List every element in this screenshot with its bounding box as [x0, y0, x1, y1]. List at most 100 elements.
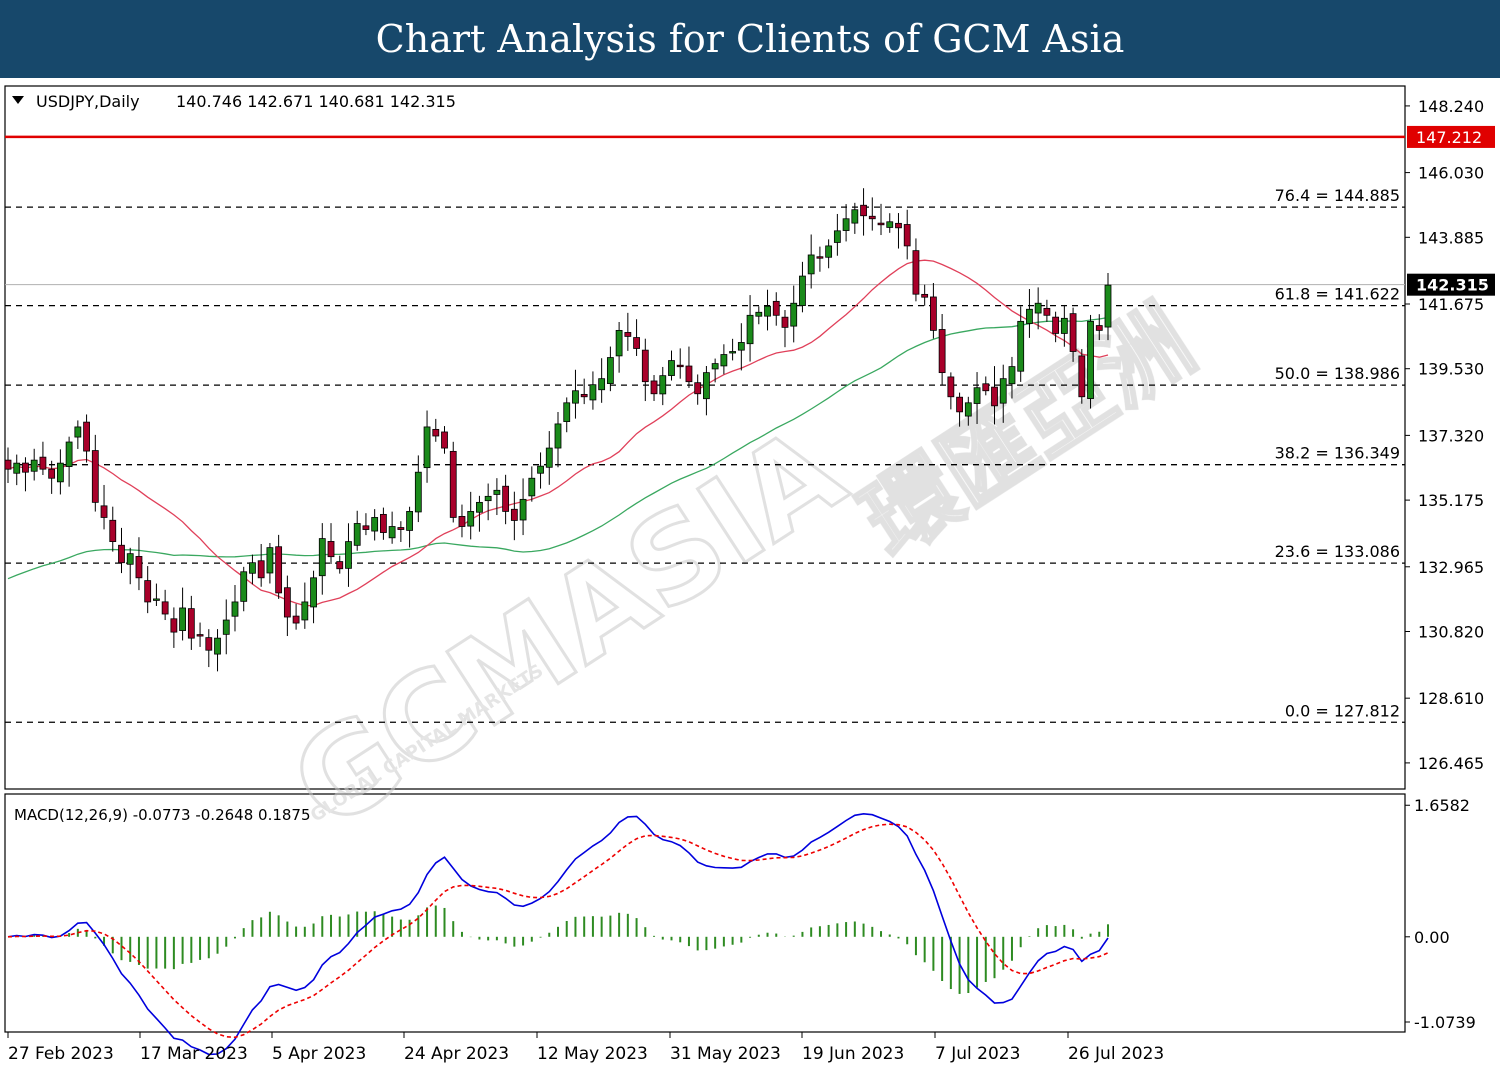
- price-tick-label: 128.610: [1418, 689, 1484, 708]
- price-tick-label: 130.820: [1418, 623, 1484, 642]
- bear-candle: [694, 382, 702, 395]
- bear-candle: [135, 556, 143, 579]
- price-tick-label: 139.530: [1418, 360, 1484, 379]
- bear-candle: [921, 293, 929, 298]
- bear-candle: [580, 393, 588, 398]
- bull-candle: [964, 402, 972, 417]
- macd-tick-label: 1.6582: [1414, 796, 1470, 815]
- price-tick-label: 135.175: [1418, 491, 1484, 510]
- bear-candle: [956, 396, 963, 413]
- bull-candle: [833, 230, 841, 243]
- bull-candle: [999, 378, 1007, 404]
- fib-level-label: 23.6 = 133.086: [1275, 542, 1400, 561]
- bull-candle: [1017, 320, 1025, 372]
- bear-candle: [1052, 316, 1060, 334]
- date-tick-label: 31 May 2023: [670, 1044, 781, 1064]
- bear-candle: [633, 337, 640, 349]
- signal-line: [7, 823, 1109, 1039]
- bull-candle: [249, 562, 256, 574]
- bear-candle: [868, 215, 876, 220]
- macd-tick-label: 0.00: [1414, 928, 1450, 947]
- price-panel: [4, 85, 1406, 790]
- price-tick-label: 137.320: [1418, 426, 1484, 445]
- bear-candle: [379, 513, 387, 533]
- bull-candle: [537, 465, 544, 474]
- bull-candle: [589, 384, 597, 401]
- bull-candle: [720, 354, 728, 367]
- bull-candle: [301, 601, 309, 621]
- fib-level-label: 50.0 = 138.986: [1275, 364, 1400, 383]
- bear-candle: [283, 587, 291, 618]
- bull-candle: [799, 275, 806, 306]
- bear-candle: [48, 468, 56, 479]
- bull-candle: [519, 498, 527, 521]
- bear-candle: [275, 546, 283, 594]
- usdjpy-chart: GCMASIA 環匯亞洲 GLOBAL CAPITAL MARKETS 76.4…: [0, 78, 1500, 1071]
- bull-candle: [74, 426, 82, 438]
- collapse-triangle-icon[interactable]: [12, 96, 24, 104]
- bear-candle: [336, 561, 344, 570]
- bear-candle: [772, 300, 780, 316]
- bull-candle: [563, 402, 571, 422]
- bull-candle: [851, 209, 859, 224]
- bear-candle: [109, 519, 117, 542]
- fib-level-label: 0.0 = 127.812: [1285, 701, 1400, 720]
- bull-candle: [1008, 366, 1016, 385]
- bear-candle: [938, 329, 946, 374]
- bear-candle: [187, 608, 195, 639]
- macd-tick-label: -1.0739: [1414, 1013, 1476, 1032]
- date-tick-label: 24 Apr 2023: [404, 1044, 509, 1064]
- bull-candle: [659, 375, 667, 395]
- bear-candle: [327, 541, 335, 558]
- bear-candle: [170, 618, 178, 633]
- bear-candle: [441, 431, 448, 449]
- bear-candle: [362, 525, 370, 530]
- bull-candle: [737, 342, 745, 351]
- bear-candle: [510, 508, 518, 521]
- macd-panel: [4, 793, 1406, 1033]
- bull-candle: [528, 477, 536, 497]
- bull-candle: [615, 329, 623, 357]
- bull-candle: [30, 459, 38, 472]
- bull-candle: [545, 447, 553, 468]
- bear-candle: [83, 421, 90, 452]
- bull-candle: [353, 523, 361, 546]
- date-tick-label: 27 Feb 2023: [8, 1044, 114, 1064]
- bear-candle: [91, 450, 99, 503]
- bull-candle: [240, 571, 248, 602]
- bear-candle: [39, 456, 47, 470]
- macd-label: MACD(12,26,9) -0.0773 -0.2648 0.1875: [14, 806, 311, 824]
- price-tick-label: 141.675: [1418, 295, 1484, 314]
- bull-candle: [222, 619, 230, 635]
- date-tick-label: 5 Apr 2023: [272, 1044, 366, 1064]
- bull-candle: [153, 598, 160, 601]
- date-tick-label: 12 May 2023: [537, 1044, 648, 1064]
- bull-candle: [13, 462, 21, 474]
- bull-candle: [406, 511, 413, 531]
- bear-candle: [781, 316, 789, 328]
- bear-candle: [912, 250, 920, 295]
- bull-candle: [606, 357, 614, 384]
- date-tick-label: 19 Jun 2023: [802, 1044, 904, 1064]
- banner-title: Chart Analysis for Clients of GCM Asia: [0, 0, 1500, 78]
- bull-candle: [711, 363, 719, 370]
- bull-candle: [318, 538, 326, 577]
- bull-candle: [1104, 284, 1112, 328]
- fib-level-label: 76.4 = 144.885: [1275, 186, 1400, 205]
- bull-candle: [807, 254, 815, 275]
- bear-candle: [641, 349, 649, 383]
- bear-candle: [118, 544, 125, 564]
- bear-candle: [196, 634, 204, 637]
- bull-candle: [179, 607, 187, 631]
- fib-level-label: 61.8 = 141.622: [1275, 285, 1400, 304]
- bear-candle: [816, 256, 824, 259]
- bull-candle: [790, 302, 798, 327]
- bull-candle: [414, 471, 422, 513]
- bull-candle: [388, 526, 396, 539]
- bear-candle: [432, 428, 440, 437]
- bull-candle: [729, 351, 737, 354]
- bull-candle: [842, 218, 850, 231]
- bull-candle: [266, 547, 274, 574]
- bull-candle: [371, 517, 379, 532]
- bull-candle: [554, 423, 562, 449]
